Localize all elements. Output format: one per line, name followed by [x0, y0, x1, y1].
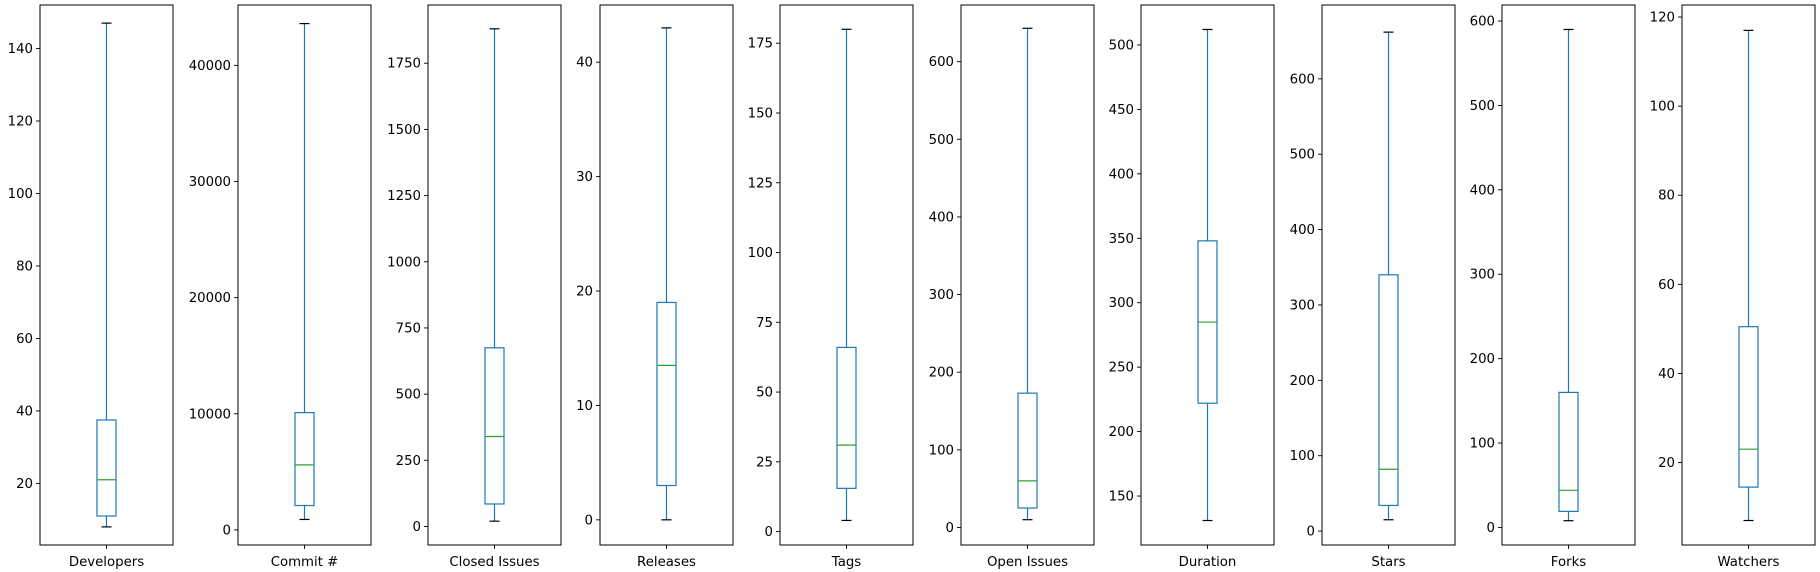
- x-tick-label: Commit #: [271, 555, 339, 570]
- subplot-5: 0 25 50 75 100 125 150 175 Tags: [748, 4, 914, 570]
- y-tick-label: 300: [1290, 298, 1315, 313]
- y-tick-label: 400: [929, 210, 954, 225]
- y-tick-label: 10000: [189, 407, 231, 422]
- y-tick-label: 80: [16, 259, 33, 274]
- y-tick-label: 1250: [387, 189, 421, 204]
- y-tick-label: 200: [1470, 352, 1495, 367]
- y-tick-label: 0: [946, 521, 954, 536]
- y-tick-label: 500: [1470, 99, 1495, 114]
- y-tick-label: 40: [1658, 367, 1675, 382]
- iqr-box: [836, 346, 857, 489]
- y-tick-label: 40: [576, 56, 593, 71]
- y-tick-label: 0: [413, 520, 421, 535]
- iqr-box: [1738, 326, 1759, 488]
- y-tick-label: 200: [929, 366, 954, 381]
- y-tick-label: 100: [929, 443, 954, 458]
- y-tick-label: 125: [748, 176, 773, 191]
- y-tick-label: 200: [1109, 425, 1134, 440]
- y-tick-label: 300: [1470, 268, 1495, 283]
- x-tick-label: Developers: [69, 555, 144, 570]
- y-tick-label: 0: [585, 513, 593, 528]
- y-tick-label: 40000: [189, 59, 231, 74]
- subplot-4: 0 10 20 30 40 Releases: [576, 4, 734, 570]
- y-tick-label: 300: [929, 288, 954, 303]
- x-tick-label: Releases: [637, 555, 696, 570]
- y-tick-label: 1500: [387, 123, 421, 138]
- subplot-9: 0 100 200 300 400 500 600 Forks: [1470, 4, 1636, 570]
- y-tick-label: 80: [1658, 189, 1675, 204]
- y-tick-label: 40: [16, 404, 33, 419]
- y-tick-label: 100: [1470, 437, 1495, 452]
- y-tick-label: 75: [756, 316, 773, 331]
- x-tick-label: Stars: [1371, 555, 1405, 570]
- subplot-1: 20 40 60 80 100 120 140 Developers: [8, 4, 174, 570]
- subplot-7: 150 200 250 300 350 400 450 500 Duration: [1109, 4, 1275, 570]
- y-tick-label: 20: [1658, 456, 1675, 471]
- y-tick-label: 300: [1109, 296, 1134, 311]
- y-tick-label: 140: [8, 42, 33, 57]
- x-tick-label: Forks: [1551, 555, 1586, 570]
- y-tick-label: 100: [1290, 449, 1315, 464]
- y-tick-label: 500: [1290, 148, 1315, 163]
- y-tick-label: 500: [929, 133, 954, 148]
- y-tick-label: 100: [748, 246, 773, 261]
- x-tick-label: Closed Issues: [449, 555, 539, 570]
- y-tick-label: 120: [8, 114, 33, 129]
- y-tick-label: 175: [748, 37, 773, 52]
- y-tick-label: 1000: [387, 255, 421, 270]
- subplot-10: 20 40 60 80 100 120 Watchers: [1650, 4, 1816, 570]
- y-tick-label: 60: [16, 332, 33, 347]
- y-tick-label: 20000: [189, 291, 231, 306]
- y-tick-label: 450: [1109, 103, 1134, 118]
- y-tick-label: 20: [16, 477, 33, 492]
- y-tick-label: 30000: [189, 175, 231, 190]
- x-tick-label: Tags: [831, 555, 862, 570]
- y-tick-label: 20: [576, 285, 593, 300]
- y-tick-label: 0: [1307, 525, 1315, 540]
- iqr-box: [1558, 391, 1579, 513]
- y-tick-label: 600: [929, 55, 954, 70]
- y-tick-label: 30: [576, 170, 593, 185]
- y-tick-label: 150: [748, 107, 773, 122]
- y-tick-label: 25: [756, 455, 773, 470]
- y-tick-label: 0: [1487, 521, 1495, 536]
- y-tick-label: 120: [1650, 11, 1675, 26]
- y-tick-label: 60: [1658, 278, 1675, 293]
- y-tick-label: 0: [223, 523, 231, 538]
- subplot-2: 0 10000 20000 30000 40000 Commit #: [189, 4, 372, 570]
- y-tick-label: 400: [1109, 167, 1134, 182]
- y-tick-label: 10: [576, 399, 593, 414]
- iqr-box: [1378, 274, 1399, 507]
- y-tick-label: 600: [1290, 72, 1315, 87]
- y-tick-label: 350: [1109, 232, 1134, 247]
- x-tick-label: Open Issues: [987, 555, 1068, 570]
- y-tick-label: 50: [756, 386, 773, 401]
- iqr-box: [656, 301, 677, 487]
- y-tick-label: 1750: [387, 57, 421, 72]
- subplot-8: 0 100 200 300 400 500 600 Stars: [1290, 4, 1456, 570]
- y-tick-label: 500: [396, 388, 421, 403]
- subplot-6: 0 100 200 300 400 500 600 Open Issues: [929, 4, 1095, 570]
- y-tick-label: 250: [396, 454, 421, 469]
- subplot-3: 0 250 500 750 1000 1250 1500 1750 Closed Issues: [387, 4, 562, 570]
- iqr-box: [294, 412, 315, 507]
- y-tick-label: 400: [1290, 223, 1315, 238]
- iqr-box: [1017, 392, 1038, 509]
- y-tick-label: 400: [1470, 183, 1495, 198]
- y-tick-label: 150: [1109, 490, 1134, 505]
- y-tick-label: 500: [1109, 38, 1134, 53]
- x-tick-label: Duration: [1179, 555, 1237, 570]
- y-tick-label: 750: [396, 321, 421, 336]
- y-tick-label: 0: [765, 525, 773, 540]
- y-tick-label: 100: [8, 187, 33, 202]
- y-tick-label: 200: [1290, 374, 1315, 389]
- y-tick-label: 100: [1650, 100, 1675, 115]
- y-tick-label: 600: [1470, 15, 1495, 30]
- y-tick-label: 250: [1109, 361, 1134, 376]
- x-tick-label: Watchers: [1718, 555, 1780, 570]
- iqr-box: [484, 347, 505, 505]
- iqr-box: [96, 419, 117, 517]
